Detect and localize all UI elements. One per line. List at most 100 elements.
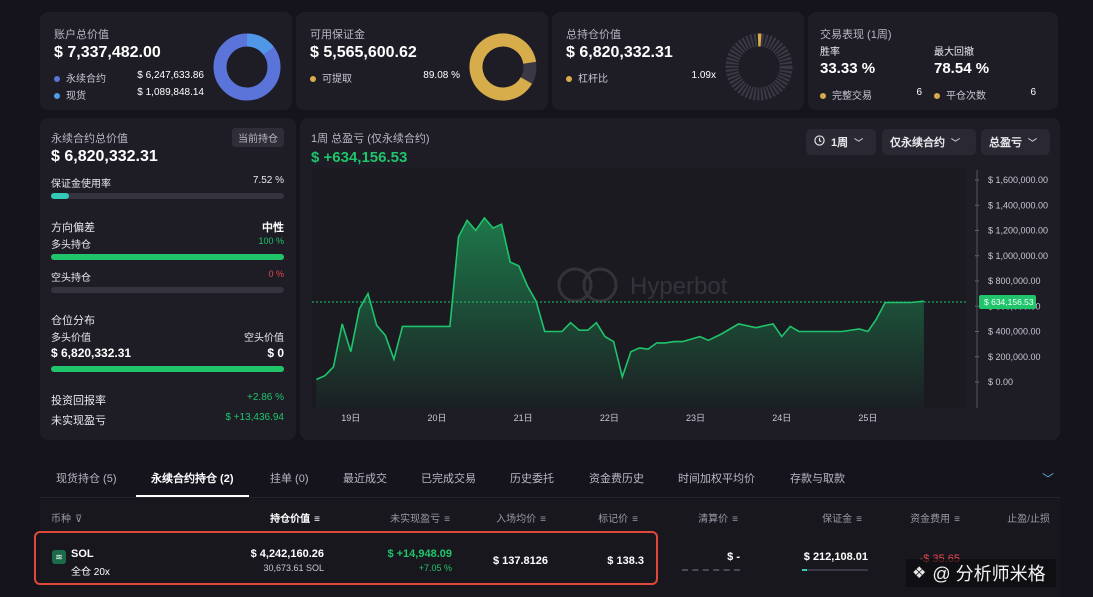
long-pct: 100 % bbox=[258, 236, 284, 246]
margin-usage-fill bbox=[51, 193, 69, 199]
pnl-chart: Hyperbot $ 0.00 $ 200,000.00 $ 400,000.00 $… bbox=[312, 168, 1048, 423]
y-tick-label: $ 400,000.00 bbox=[988, 327, 1041, 337]
column-header-5[interactable]: 清算价 ≡ bbox=[660, 510, 738, 525]
direction-label: 方向偏差 bbox=[51, 222, 95, 234]
column-header-7[interactable]: 资金费用 ≡ bbox=[880, 510, 960, 525]
tabs-bar bbox=[40, 458, 1060, 498]
completed-trades: 完整交易 6 bbox=[820, 87, 922, 102]
x-tick-label: 24日 bbox=[772, 413, 791, 423]
drawdown-value: 78.54 % bbox=[934, 60, 990, 77]
current-position-badge[interactable]: 当前持仓 bbox=[232, 128, 284, 147]
legend-label: 可提取 bbox=[322, 74, 352, 85]
sol-icon: ≋ bbox=[52, 550, 66, 564]
legend-label: 杠杆比 bbox=[578, 74, 608, 85]
legend-perp: 永续合约 $ 6,247,633.86 bbox=[54, 70, 204, 85]
leverage-donut bbox=[725, 33, 793, 101]
short-label: 空头持仓 bbox=[51, 273, 91, 284]
pnl-line bbox=[315, 216, 924, 381]
perp-panel: 永续合约总价值 当前持仓 $ 6,820,332.31 保证金使用率 7.52 … bbox=[40, 118, 296, 440]
card-title: 账户总价值 bbox=[54, 29, 109, 41]
tab-1[interactable]: 永续合约持仓 (2) bbox=[151, 473, 234, 485]
table-row[interactable] bbox=[34, 531, 658, 585]
short-value-label: 空头价值 bbox=[244, 333, 284, 344]
closed-trades: 平仓次数 6 bbox=[934, 87, 1036, 102]
win-rate-value: 33.33 % bbox=[820, 60, 876, 77]
column-header-label: 资金费用 bbox=[910, 514, 951, 525]
margin-bar-fill bbox=[802, 569, 807, 571]
y-tick-label: $ 1,000,000.00 bbox=[988, 251, 1048, 261]
metric-select[interactable]: 总盈亏 ﹀ bbox=[981, 129, 1050, 155]
x-tick-label: 25日 bbox=[858, 413, 877, 423]
tab-6[interactable]: 资金费历史 bbox=[589, 473, 644, 485]
legend-value: 6 bbox=[1030, 87, 1036, 98]
tab-3[interactable]: 最近成交 bbox=[343, 473, 387, 485]
legend-value: $ 6,247,633.86 bbox=[137, 70, 204, 81]
positions-table bbox=[40, 499, 1060, 597]
column-header-6[interactable]: 保证金 ≡ bbox=[780, 510, 862, 525]
short-bar bbox=[51, 287, 284, 293]
long-fill bbox=[51, 254, 284, 260]
period-label: 1周 bbox=[831, 137, 849, 149]
x-tick-label: 23日 bbox=[686, 413, 705, 423]
chart-pnl-value: $ +634,156.53 bbox=[311, 149, 408, 166]
column-header-0[interactable]: 币种 ⊽ bbox=[51, 510, 111, 525]
tab-7[interactable]: 时间加权平均价 bbox=[678, 473, 755, 485]
tab-5[interactable]: 历史委托 bbox=[510, 473, 554, 485]
sort-icon: ≡ bbox=[954, 514, 960, 525]
legend-spot: 现货 $ 1,089,848.14 bbox=[54, 87, 204, 102]
card-title: 交易表现 (1周) bbox=[820, 29, 892, 41]
available-margin-card: 可用保证金 $ 5,565,600.62 可提取 89.08 % bbox=[296, 12, 548, 110]
distribution-label: 仓位分布 bbox=[51, 315, 95, 327]
card-title: 总持仓价值 bbox=[566, 29, 621, 41]
market-filter-select[interactable]: 仅永续合约 ﹀ bbox=[882, 129, 976, 155]
tab-4[interactable]: 已完成交易 bbox=[421, 473, 476, 485]
legend-label: 现货 bbox=[66, 91, 86, 102]
column-header-label: 未实现盈亏 bbox=[390, 514, 441, 525]
x-tick-label: 21日 bbox=[514, 413, 533, 423]
perp-title: 永续合约总价值 bbox=[51, 133, 128, 145]
column-header-label: 持仓价值 bbox=[270, 514, 311, 525]
chart-title: 1周 总盈亏 (仅永续合约) bbox=[311, 133, 430, 145]
position-total-value: $ 6,820,332.31 bbox=[566, 44, 673, 61]
x-tick-label: 22日 bbox=[600, 413, 619, 423]
roi-value: +2.86 % bbox=[247, 392, 284, 403]
tab-0[interactable]: 现货持仓 (5) bbox=[56, 473, 117, 485]
long-label: 多头持仓 bbox=[51, 240, 91, 251]
symbol-name[interactable]: SOL bbox=[71, 548, 94, 560]
margin-value: $ 212,108.01 bbox=[803, 551, 868, 563]
column-header-8[interactable]: 止盈/止损 bbox=[980, 510, 1050, 525]
liq-bar bbox=[682, 569, 740, 571]
sort-icon: ≡ bbox=[540, 514, 546, 525]
legend-dot bbox=[566, 76, 572, 83]
win-rate-label: 胜率 bbox=[820, 47, 840, 58]
x-tick-label: 19日 bbox=[341, 413, 360, 423]
distribution-bar bbox=[51, 366, 284, 372]
period-select[interactable]: 1周 ﹀ bbox=[806, 129, 876, 155]
position-qty: 30,673.61 SOL bbox=[263, 563, 324, 573]
tab-2[interactable]: 挂单 (0) bbox=[270, 473, 309, 485]
column-header-1[interactable]: 持仓价值 ≡ bbox=[230, 510, 320, 525]
watermark: Hyperbot bbox=[557, 267, 728, 303]
column-header-4[interactable]: 标记价 ≡ bbox=[560, 510, 638, 525]
legend-value: 1.09x bbox=[691, 70, 716, 81]
long-bar bbox=[51, 254, 284, 260]
column-header-3[interactable]: 入场均价 ≡ bbox=[460, 510, 546, 525]
account-donut bbox=[213, 33, 281, 101]
unrealized-pnl-pct: +7.05 % bbox=[418, 563, 452, 573]
roi-label: 投资回报率 bbox=[51, 395, 106, 407]
y-tick-label: $ 0.00 bbox=[988, 377, 1013, 387]
perp-value: $ 6,820,332.31 bbox=[51, 148, 158, 165]
margin-donut bbox=[469, 33, 537, 101]
y-tick-label: $ 1,600,000.00 bbox=[988, 175, 1048, 185]
margin-usage-value: 7.52 % bbox=[252, 175, 284, 186]
legend-value: 6 bbox=[916, 87, 922, 98]
legend-dot bbox=[54, 93, 60, 100]
column-header-label: 标记价 bbox=[598, 514, 629, 525]
chevron-down-icon: ﹀ bbox=[1028, 137, 1038, 148]
y-tick-label: $ 800,000.00 bbox=[988, 276, 1041, 286]
expand-chevron-icon[interactable]: ﹀ bbox=[1042, 472, 1055, 486]
unrealized-value: $ +13,436.94 bbox=[225, 412, 284, 423]
column-header-2[interactable]: 未实现盈亏 ≡ bbox=[350, 510, 450, 525]
y-tick-label: $ 1,400,000.00 bbox=[988, 200, 1048, 210]
tab-8[interactable]: 存款与取款 bbox=[790, 473, 845, 485]
